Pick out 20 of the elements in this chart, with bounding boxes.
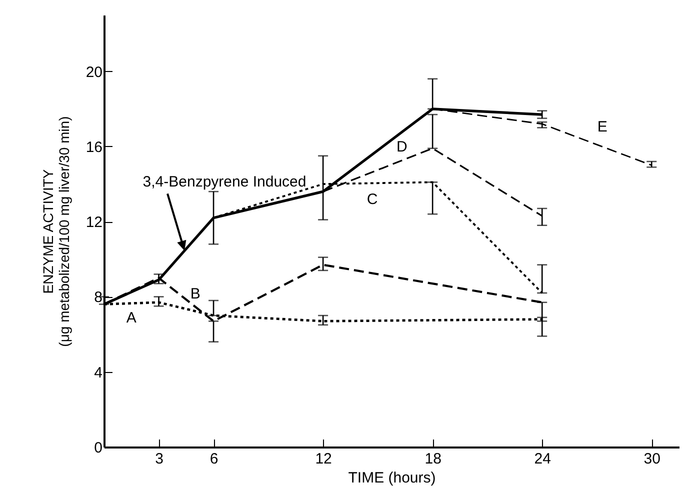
y-tick-label: 0	[94, 440, 102, 456]
x-tick-label: 3	[155, 450, 164, 468]
x-axis-title: TIME (hours)	[348, 470, 436, 486]
y-tick-label: 8	[94, 289, 102, 306]
y-tick-label: 4	[94, 364, 102, 382]
series-label: A	[126, 309, 136, 326]
y-axis-title: ENZYME ACTIVITY (μg metabolized/100 mg liver/30 min)	[40, 116, 72, 347]
y-tick-label: 12	[86, 214, 102, 232]
series-label: C	[366, 191, 378, 208]
y-tick-label: 16	[86, 138, 102, 156]
x-tick-label: 24	[534, 450, 551, 468]
series-label: D	[396, 138, 408, 156]
series-label: B	[190, 285, 200, 302]
x-tick-label: 18	[424, 450, 442, 468]
x-tick-label: 6	[210, 450, 218, 468]
series-label: 3,4-Benzpyrene Induced	[142, 174, 306, 191]
series-label: E	[597, 118, 608, 136]
y-tick-label: 20	[86, 64, 102, 81]
x-tick-label: 30	[644, 450, 660, 468]
x-tick-label: 12	[315, 450, 332, 468]
